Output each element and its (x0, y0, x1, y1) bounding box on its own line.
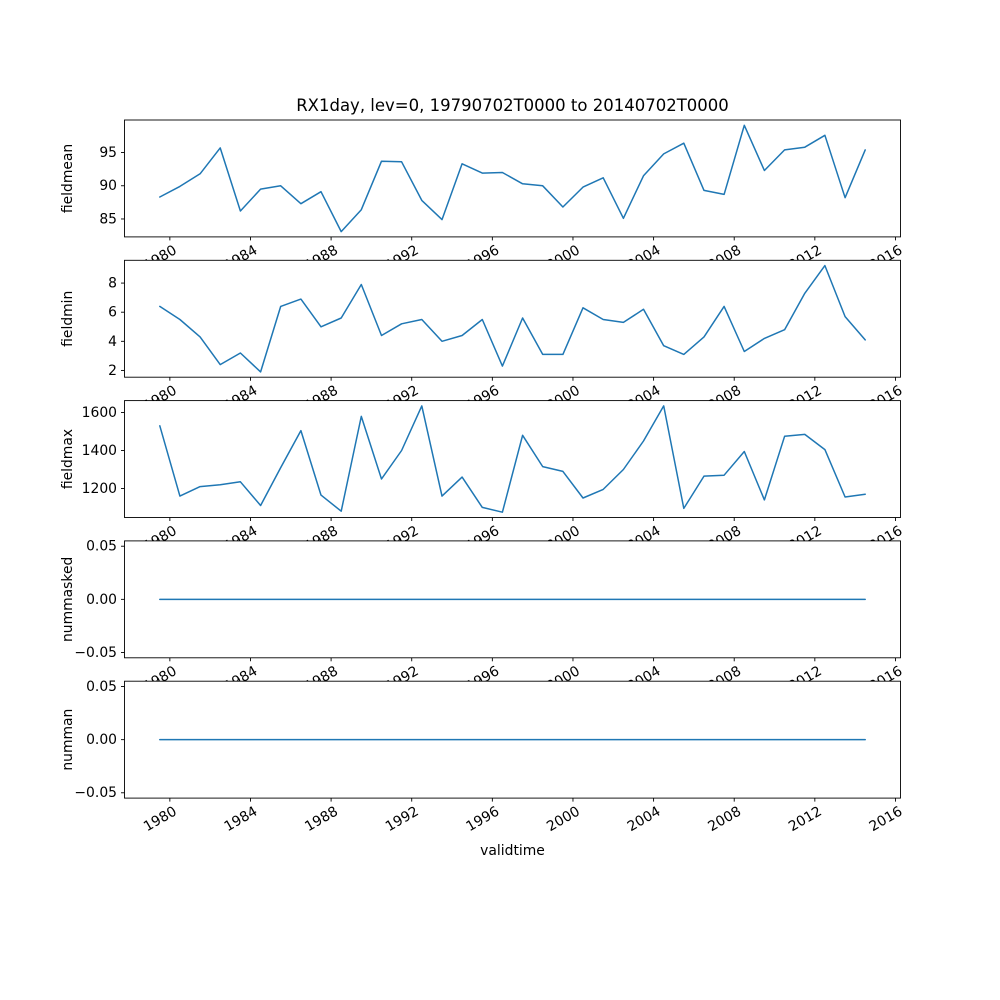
x-tick-label: 2012 (786, 804, 825, 836)
y-axis-label-fieldmin: fieldmin (60, 291, 76, 347)
x-tick-label: 1996 (464, 804, 503, 836)
x-tick-label: 2008 (705, 804, 744, 836)
y-tick-label: −0.05 (74, 785, 117, 801)
y-tick-label: 2 (108, 363, 117, 379)
x-tick-label: 1992 (383, 804, 422, 836)
x-tick-label: 1984 (222, 803, 261, 835)
x-tick-label: 1988 (302, 804, 341, 836)
chart-title: RX1day, lev=0, 19790702T0000 to 20140702… (296, 96, 729, 115)
y-tick-label: −0.05 (74, 645, 117, 661)
data-line-fieldmean (159, 124, 866, 233)
y-tick-label: 1200 (82, 481, 117, 497)
y-tick-label: 0.05 (86, 539, 117, 555)
axes-frame (124, 540, 901, 659)
y-tick-label: 0.00 (86, 732, 117, 748)
axes-background (124, 400, 901, 518)
x-tick-label: 2004 (625, 803, 664, 835)
axes-background (124, 260, 901, 378)
y-tick-label: 0.05 (86, 679, 117, 695)
axes-frame (124, 400, 901, 518)
y-axis-label-numman: numman (60, 709, 76, 771)
y-axis-label-fieldmean: fieldmean (60, 144, 76, 213)
axes-frame (124, 680, 901, 799)
y-tick-label: 8 (108, 276, 117, 292)
y-tick-label: 4 (108, 334, 117, 350)
subplot-numman: −0.05 0.00 0.05 1980 1984 1988 1992 1996 2000 200… (60, 679, 905, 835)
y-tick-label: 6 (108, 305, 117, 321)
y-axis-label-nummasked: nummasked (60, 557, 76, 642)
y-tick-label: 0.00 (86, 592, 117, 608)
axes-frame (124, 119, 901, 238)
axes-frame (124, 259, 901, 378)
y-tick-label: 1400 (82, 443, 117, 459)
y-tick-label: 95 (99, 145, 117, 161)
y-tick-label: 1600 (82, 405, 117, 421)
data-line-fieldmin (159, 264, 866, 373)
y-axis-label-fieldmax: fieldmax (60, 429, 76, 489)
x-tick-label: 2000 (544, 804, 583, 836)
x-axis-label: validtime (480, 843, 545, 859)
x-tick-label: 2016 (867, 804, 906, 836)
y-tick-label: 85 (99, 211, 117, 227)
x-tick-label: 1980 (141, 804, 180, 836)
y-tick-label: 90 (99, 178, 117, 194)
data-line-fieldmax (159, 405, 866, 513)
